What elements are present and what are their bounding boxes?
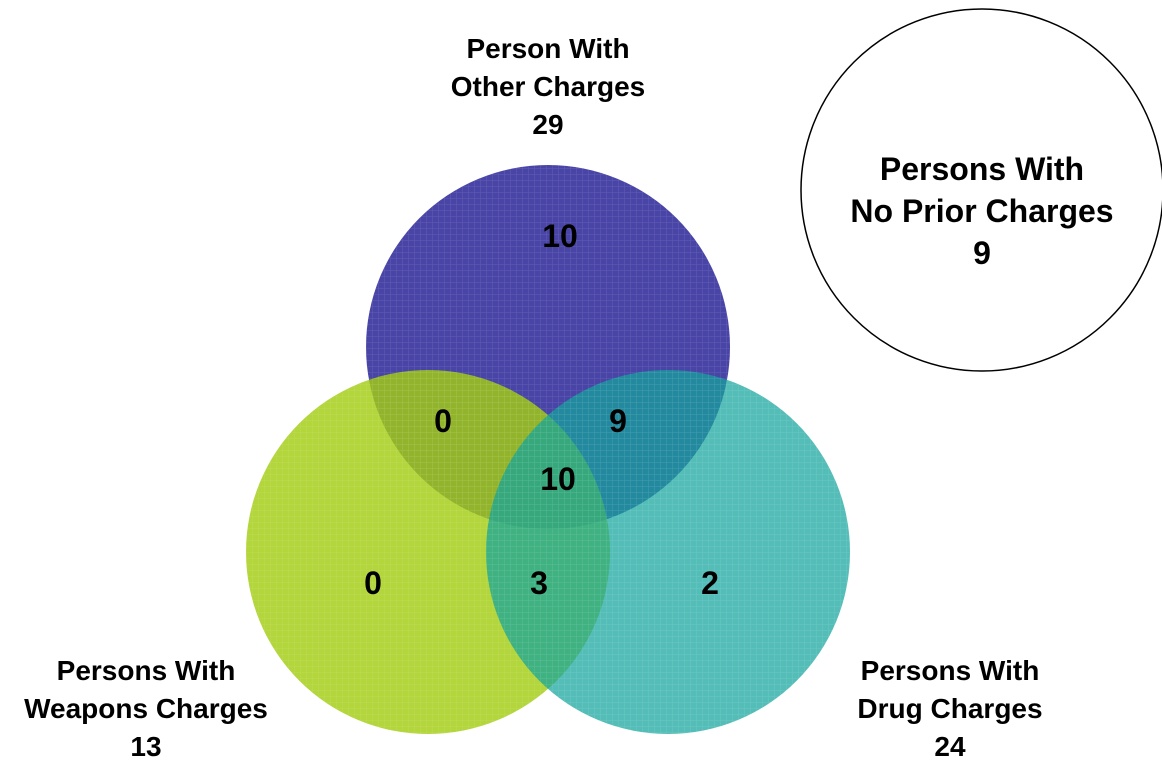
region-drug-only: 2 — [701, 565, 719, 601]
label-no-prior-charges: Persons With No Prior Charges 9 — [850, 148, 1113, 274]
region-other-weapons: 0 — [434, 403, 452, 439]
region-other-only: 10 — [542, 218, 578, 254]
circle-no-prior-charges — [800, 8, 1162, 372]
label-weapons-charges: Persons With Weapons Charges 13 — [24, 652, 268, 766]
region-weapons-only: 0 — [364, 565, 382, 601]
label-other-total: 29 — [532, 109, 564, 140]
label-drug-charges: Persons With Drug Charges 24 — [857, 652, 1042, 766]
label-other-line1: Person With — [466, 33, 630, 64]
circle-drug-grid — [486, 370, 850, 734]
label-none-line1: Persons With — [879, 151, 1085, 187]
label-weapons-line2: Weapons Charges — [24, 693, 268, 724]
label-drug-total: 24 — [934, 731, 966, 762]
region-weapons-drug: 3 — [530, 565, 548, 601]
label-drug-line1: Persons With — [860, 655, 1040, 686]
label-other-charges: Person With Other Charges 29 — [451, 30, 646, 144]
label-none-total: 9 — [973, 235, 991, 271]
label-none-line2: No Prior Charges — [850, 193, 1114, 229]
label-drug-line2: Drug Charges — [857, 693, 1043, 724]
region-all-three: 10 — [540, 461, 576, 497]
label-other-line2: Other Charges — [450, 71, 646, 102]
label-weapons-line1: Persons With — [56, 655, 236, 686]
region-other-drug: 9 — [609, 403, 627, 439]
label-weapons-total: 13 — [130, 731, 162, 762]
